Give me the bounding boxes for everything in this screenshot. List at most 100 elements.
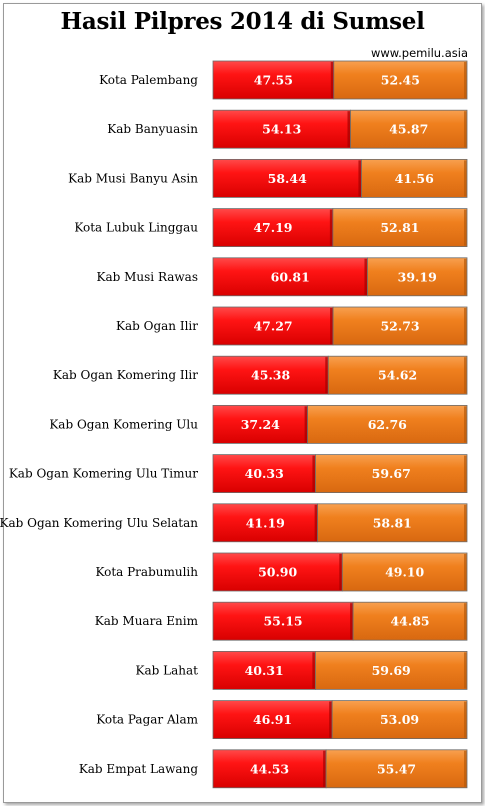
bar-segment-series-1 xyxy=(212,158,362,198)
bar-segment-series-2 xyxy=(317,503,468,543)
chart-source: www.pemilu.asia xyxy=(370,46,468,60)
data-label-series-2: 58.81 xyxy=(373,515,412,530)
data-label-series-2: 52.45 xyxy=(381,73,420,88)
bar-segment-edge xyxy=(329,701,332,738)
bar-segment-series-2 xyxy=(331,700,468,739)
data-label-series-1: 50.90 xyxy=(258,565,297,580)
data-label-series-1: 54.13 xyxy=(262,122,301,137)
bar-segment-edge xyxy=(312,652,315,689)
bar-segment-edge xyxy=(464,750,467,787)
category-label: Kab Ogan Komering Ulu Timur xyxy=(9,467,198,481)
data-label-series-2: 59.67 xyxy=(372,466,411,481)
data-label-series-1: 44.53 xyxy=(250,761,289,776)
bar-segment-series-2 xyxy=(361,158,468,198)
bar-segment-series-1 xyxy=(212,404,308,444)
bar-segment-series-1 xyxy=(212,700,333,739)
category-label: Kab Musi Rawas xyxy=(97,270,199,284)
bar-segment-edge xyxy=(464,603,467,640)
bar-segment-series-1 xyxy=(212,306,334,346)
bar-segment-edge xyxy=(323,750,326,787)
category-label: Kota Pagar Alam xyxy=(96,713,198,727)
category-label: Kab Muara Enim xyxy=(95,614,199,628)
bar-segment-series-2 xyxy=(333,60,468,100)
bar-segment-series-1 xyxy=(212,257,368,297)
data-label-series-2: 44.85 xyxy=(390,614,429,629)
bar-segment-edge xyxy=(464,111,467,148)
data-label-series-1: 47.19 xyxy=(253,220,292,235)
bar-segment-edge xyxy=(464,357,467,394)
bar-segment-edge xyxy=(330,62,334,98)
bar-segment-series-1 xyxy=(212,601,354,641)
category-label: Kab Ogan Komering Ilir xyxy=(53,368,198,382)
bar-segment-series-1 xyxy=(212,552,343,592)
bar-segment-edge xyxy=(314,504,318,541)
data-label-series-2: 59.69 xyxy=(372,663,411,678)
data-label-series-2: 53.09 xyxy=(380,712,419,727)
bar-segment-series-2 xyxy=(367,257,468,297)
category-label: Kab Ogan Komering Ulu xyxy=(49,417,198,431)
bar-segment-series-2 xyxy=(314,651,468,690)
bars-layer: Kota Palembang 47.55 52.45 Kab Banyuasin 54.… xyxy=(0,60,468,789)
category-label: Kab Musi Banyu Asin xyxy=(68,171,198,185)
bar-segment-series-2 xyxy=(352,601,468,641)
bar-segment-edge xyxy=(464,701,467,738)
category-label: Kab Ogan Ilir xyxy=(116,319,198,333)
data-label-series-1: 40.31 xyxy=(245,663,284,678)
bar-segment-edge xyxy=(464,554,467,590)
bar-segment-edge xyxy=(325,357,328,394)
category-label: Kota Prabumulih xyxy=(95,565,198,579)
data-label-series-1: 58.44 xyxy=(268,171,307,186)
data-label-series-1: 47.27 xyxy=(253,319,292,334)
bar-segment-series-2 xyxy=(315,454,468,494)
bar-segment-edge xyxy=(464,62,467,98)
bar-segment-edge xyxy=(464,308,467,344)
bar-segment-series-1 xyxy=(212,651,316,690)
data-label-series-2: 52.81 xyxy=(380,220,419,235)
bar-segment-edge xyxy=(464,406,467,443)
data-label-series-1: 60.81 xyxy=(271,269,310,284)
bar-segment-edge xyxy=(464,258,467,295)
data-label-series-2: 52.73 xyxy=(380,319,419,334)
bar-segment-edge xyxy=(329,209,333,246)
bar-segment-series-1 xyxy=(212,355,329,395)
bar-segment-series-2 xyxy=(325,749,468,789)
data-label-series-1: 41.19 xyxy=(246,515,285,530)
bar-segment-edge xyxy=(358,160,361,197)
bar-segment-series-2 xyxy=(341,552,468,592)
data-label-series-1: 46.91 xyxy=(253,712,292,727)
data-label-series-2: 45.87 xyxy=(389,122,428,137)
bar-segment-edge xyxy=(330,308,333,344)
data-label-series-2: 41.56 xyxy=(395,171,434,186)
data-label-series-2: 39.19 xyxy=(398,269,437,284)
bar-segment-series-2 xyxy=(332,208,468,248)
bar-segment-edge xyxy=(464,160,467,197)
bar-segment-series-2 xyxy=(332,306,468,346)
data-label-series-2: 62.76 xyxy=(368,417,407,432)
bar-segment-edge xyxy=(304,406,308,443)
data-label-series-1: 37.24 xyxy=(241,417,280,432)
data-label-series-2: 49.10 xyxy=(385,565,424,580)
bar-segment-edge xyxy=(339,554,342,590)
bar-segment-edge xyxy=(312,455,315,492)
data-label-series-2: 54.62 xyxy=(378,368,417,383)
category-label: Kab Empat Lawang xyxy=(79,762,199,776)
bar-segment-series-1 xyxy=(212,454,316,494)
bar-segment-series-2 xyxy=(307,404,468,444)
category-label: Kota Palembang xyxy=(99,73,198,87)
bar-segment-edge xyxy=(350,603,353,640)
category-label: Kab Banyuasin xyxy=(107,122,198,136)
bar-segment-series-1 xyxy=(212,208,334,248)
data-label-series-2: 55.47 xyxy=(377,761,416,776)
chart-title: Hasil Pilpres 2014 di Sumsel xyxy=(60,8,425,35)
bar-segment-edge xyxy=(464,455,467,492)
category-label: Kab Ogan Komering Ulu Selatan xyxy=(0,516,198,530)
data-label-series-1: 45.38 xyxy=(251,368,290,383)
bar-segment-series-1 xyxy=(212,109,351,149)
bar-segment-edge xyxy=(464,504,467,541)
bar-segment-edge xyxy=(464,209,467,246)
data-label-series-1: 47.55 xyxy=(254,73,293,88)
category-label: Kota Lubuk Linggau xyxy=(74,221,198,235)
category-label: Kab Lahat xyxy=(136,663,199,677)
bar-segment-series-1 xyxy=(212,503,319,543)
